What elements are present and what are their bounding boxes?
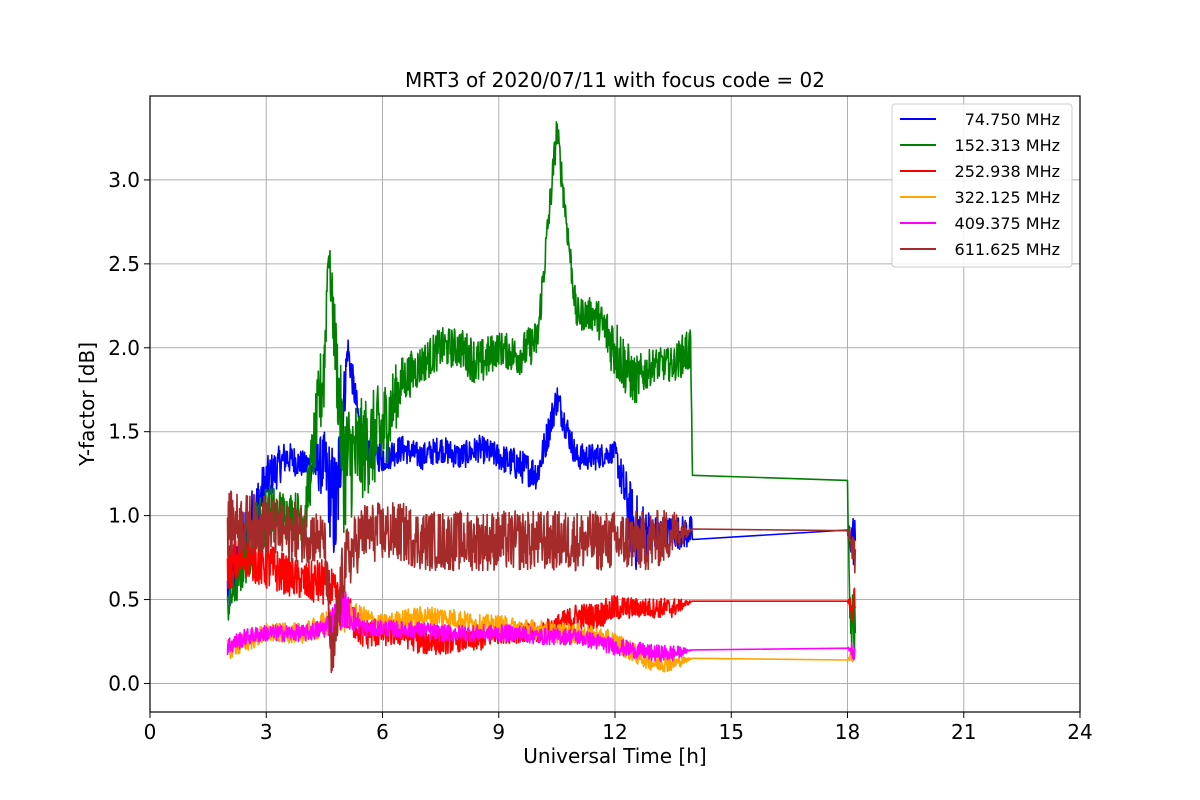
- legend-label: 74.750 MHz: [965, 110, 1060, 129]
- y-tick-label: 0.0: [108, 671, 140, 695]
- x-tick-label: 6: [376, 720, 389, 744]
- x-axis: 0 3 6 9 12 15 18 21 24: [144, 712, 1093, 744]
- series-line: [226, 121, 857, 659]
- y-tick-label: 3.0: [108, 168, 140, 192]
- x-tick-label: 18: [835, 720, 860, 744]
- x-axis-label: Universal Time [h]: [523, 744, 706, 768]
- y-axis: 0.0 0.5 1.0 1.5 2.0 2.5 3.0: [108, 168, 150, 695]
- series-line: [226, 591, 857, 663]
- legend-label: 409.375 MHz: [955, 214, 1060, 233]
- legend-box: [891, 103, 1073, 268]
- y-tick-label: 2.0: [108, 336, 140, 360]
- x-tick-label: 3: [260, 720, 273, 744]
- y-tick-label: 1.5: [108, 420, 140, 444]
- x-tick-label: 9: [492, 720, 505, 744]
- x-tick-label: 15: [719, 720, 744, 744]
- plot-area: [226, 121, 857, 674]
- x-tick-label: 24: [1067, 720, 1092, 744]
- legend-label: 252.938 MHz: [955, 162, 1060, 181]
- legend: 74.750 MHz 152.313 MHz 252.938 MHz 322.125 …: [891, 103, 1073, 268]
- y-axis-label: Y-factor [dB]: [75, 342, 99, 467]
- chart-title: MRT3 of 2020/07/11 with focus code = 02: [405, 68, 825, 92]
- series-line: [226, 339, 857, 607]
- y-tick-label: 1.0: [108, 504, 140, 528]
- x-tick-label: 0: [144, 720, 157, 744]
- y-tick-label: 2.5: [108, 252, 140, 276]
- legend-label: 611.625 MHz: [955, 240, 1060, 259]
- legend-label: 322.125 MHz: [955, 188, 1060, 207]
- legend-label: 152.313 MHz: [955, 136, 1060, 155]
- series-line: [226, 490, 857, 674]
- x-tick-label: 12: [602, 720, 627, 744]
- y-tick-label: 0.5: [108, 588, 140, 612]
- x-tick-label: 21: [951, 720, 976, 744]
